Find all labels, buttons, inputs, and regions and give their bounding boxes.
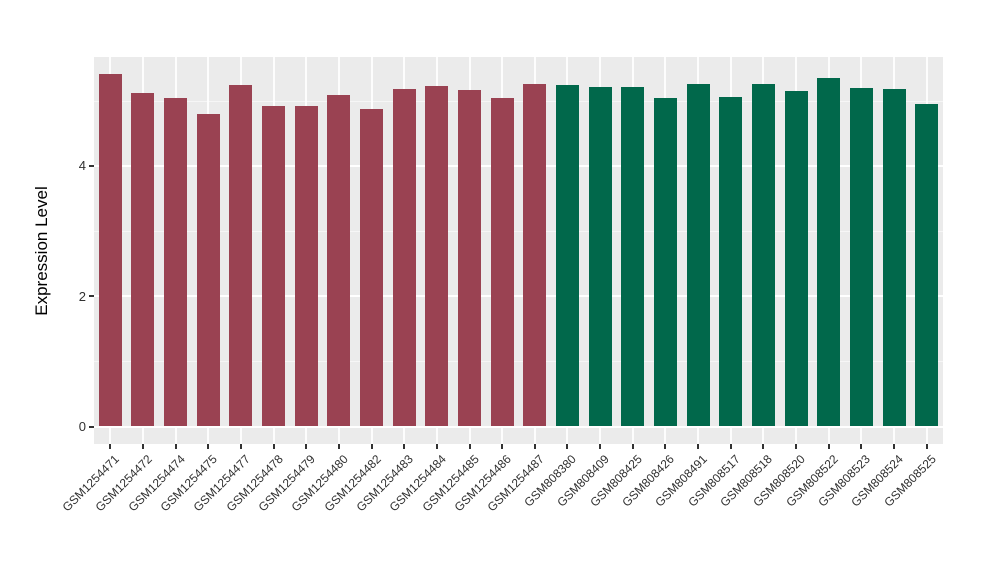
bar-GSM808517 — [719, 97, 743, 427]
bar-GSM1254471 — [98, 73, 122, 427]
plot-panel — [94, 57, 943, 444]
y-tick-label: 0 — [78, 419, 86, 434]
gridline-minor-horizontal — [94, 230, 943, 232]
bar-GSM1254477 — [229, 84, 253, 427]
x-tick-mark — [370, 444, 373, 449]
x-tick-mark — [631, 444, 634, 449]
y-tick-mark — [89, 425, 94, 428]
x-tick-mark — [141, 444, 144, 449]
bar-GSM808520 — [784, 90, 808, 427]
bar-GSM1254475 — [196, 114, 220, 427]
x-tick-mark — [893, 444, 896, 449]
x-tick-mark — [827, 444, 830, 449]
bar-GSM1254472 — [131, 92, 155, 427]
bar-GSM808523 — [849, 88, 873, 427]
bar-GSM1254484 — [425, 86, 449, 427]
y-tick-label: 2 — [78, 288, 86, 304]
bar-GSM808522 — [817, 77, 841, 427]
bar-GSM1254478 — [262, 105, 286, 427]
gridline-major-horizontal — [94, 295, 943, 298]
gridline-minor-horizontal — [94, 361, 943, 363]
bar-GSM808425 — [621, 86, 645, 427]
x-tick-mark — [795, 444, 798, 449]
y-tick-mark — [89, 164, 94, 167]
bar-GSM1254474 — [164, 97, 188, 427]
bar-GSM1254486 — [490, 97, 514, 427]
bar-GSM808491 — [686, 84, 710, 427]
x-tick-mark — [860, 444, 863, 449]
x-tick-mark — [533, 444, 536, 449]
y-tick-label: 4 — [78, 158, 86, 174]
y-tick-mark — [89, 295, 94, 298]
x-tick-mark — [599, 444, 602, 449]
x-tick-mark — [729, 444, 732, 449]
x-tick-mark — [468, 444, 471, 449]
bar-GSM1254480 — [327, 94, 351, 427]
gridline-major-horizontal — [94, 425, 943, 428]
bar-GSM1254487 — [523, 83, 547, 427]
x-tick-mark — [174, 444, 177, 449]
x-tick-mark — [435, 444, 438, 449]
x-tick-mark — [697, 444, 700, 449]
bar-GSM1254479 — [294, 105, 318, 427]
x-tick-mark — [403, 444, 406, 449]
bar-GSM808409 — [588, 87, 612, 427]
bar-GSM808525 — [915, 103, 939, 427]
x-tick-mark — [207, 444, 210, 449]
gridline-minor-horizontal — [94, 100, 943, 102]
gridline-major-horizontal — [94, 164, 943, 167]
bar-GSM1254485 — [458, 90, 482, 427]
x-tick-mark — [272, 444, 275, 449]
bar-GSM808426 — [653, 97, 677, 427]
x-tick-mark — [305, 444, 308, 449]
bar-GSM808524 — [882, 89, 906, 427]
x-tick-mark — [109, 444, 112, 449]
bar-GSM1254482 — [360, 108, 384, 427]
x-tick-mark — [239, 444, 242, 449]
x-tick-mark — [762, 444, 765, 449]
x-tick-mark — [566, 444, 569, 449]
x-tick-mark — [337, 444, 340, 449]
bar-GSM808380 — [555, 84, 579, 427]
x-tick-mark — [664, 444, 667, 449]
bar-GSM1254483 — [392, 89, 416, 427]
x-tick-mark — [501, 444, 504, 449]
bar-GSM808518 — [751, 84, 775, 427]
x-tick-mark — [925, 444, 928, 449]
y-axis-title: Expression Level — [32, 186, 51, 316]
